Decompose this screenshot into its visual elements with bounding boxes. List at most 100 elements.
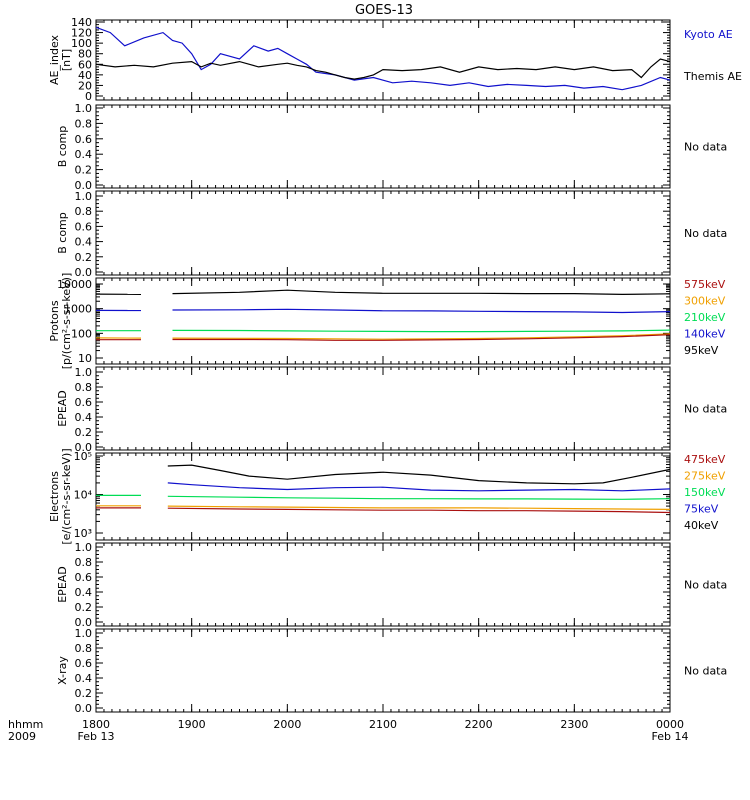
y-tick-label: 0.4 — [75, 586, 93, 599]
legend-40kev: 40keV — [684, 519, 719, 532]
y-tick-label: 10000 — [57, 278, 92, 291]
data-gap — [141, 454, 168, 539]
y-tick-label: 10 — [78, 352, 92, 365]
y-tick-label: 1000 — [64, 303, 92, 316]
y-axis-label-units: [p/(cm²-s-sr-keV)] — [60, 273, 73, 370]
series-line-40kev — [167, 464, 671, 485]
y-tick-label: 0.2 — [75, 164, 93, 177]
y-tick-label: 10⁴ — [74, 489, 93, 502]
series-line-150kev — [167, 495, 671, 500]
y-tick-label: 1.0 — [75, 102, 93, 115]
y-tick-label: 0.2 — [75, 687, 93, 700]
no-data-label: No data — [684, 579, 727, 592]
series-line-95kev — [172, 289, 671, 296]
legend-150kev: 150keV — [684, 486, 726, 499]
y-tick-label: 0.2 — [75, 426, 93, 439]
panel-8: 0.0 0.2 0.4 0.6 0.8 1.0 X-ray No data — [56, 627, 727, 715]
panel-frame — [95, 190, 671, 276]
legend-300kev: 300keV — [684, 295, 726, 308]
y-tick-label: 0.0 — [75, 616, 93, 629]
panel-frame — [95, 104, 671, 189]
panel-frame — [95, 366, 671, 451]
y-axis-label: Electrons — [48, 471, 61, 522]
legend-575kev: 575keV — [684, 278, 726, 291]
time-axis-corner-label: hhmm — [8, 718, 43, 731]
y-tick-label: 0.0 — [75, 179, 93, 192]
x-tick-label: 2100 — [369, 718, 397, 731]
y-tick-label: 60 — [78, 58, 92, 71]
y-tick-label: 0.4 — [75, 672, 93, 685]
y-tick-label: 100 — [71, 327, 92, 340]
y-tick-label: 0.2 — [75, 601, 93, 614]
panel-frame — [95, 277, 671, 365]
y-tick-label: 1.0 — [75, 366, 93, 379]
y-axis-label: B comp — [56, 212, 69, 254]
y-tick-label: 0.8 — [75, 205, 93, 218]
y-tick-label: 100 — [71, 37, 92, 50]
y-tick-label: 0.6 — [75, 657, 93, 670]
legend-95kev: 95keV — [684, 344, 719, 357]
panel-3: 0.0 0.2 0.4 0.6 0.8 1.0 B comp No data — [56, 190, 727, 279]
no-data-label: No data — [684, 227, 727, 240]
x-tick-label: 2300 — [560, 718, 588, 731]
y-axis-label: X-ray — [56, 656, 69, 685]
series-line-575kev — [172, 334, 671, 341]
x-tick-label: 2000 — [273, 718, 301, 731]
series-line-themis-ae — [95, 58, 671, 80]
series-line-300kev — [172, 333, 671, 340]
legend-210kev: 210keV — [684, 311, 726, 324]
x-tick-label: 1800 — [82, 718, 110, 731]
y-tick-label: 0.8 — [75, 642, 93, 655]
x-tick-label: 2200 — [465, 718, 493, 731]
figure-title: GOES-13 — [355, 3, 413, 18]
y-axis-label: EPEAD — [56, 566, 69, 603]
legend-themis-ae: Themis AE — [683, 70, 742, 83]
y-tick-label: 0.8 — [75, 117, 93, 130]
panel-2: 0.0 0.2 0.4 0.6 0.8 1.0 B comp No data — [56, 102, 727, 192]
y-tick-label: 0.0 — [75, 441, 93, 454]
y-tick-label: 0 — [85, 90, 92, 103]
y-tick-label: 0.4 — [75, 236, 93, 249]
legend-75kev: 75keV — [684, 503, 719, 516]
series-line-475kev — [167, 507, 671, 514]
y-tick-label: 0.2 — [75, 251, 93, 264]
y-tick-label: 0.0 — [75, 702, 93, 715]
series-line-210kev — [172, 329, 671, 333]
y-axis-label-units: [e/(cm²-s-sr-keV)] — [60, 448, 73, 544]
x-tick-label: 0000 — [656, 718, 684, 731]
x-tick-label: 1900 — [178, 718, 206, 731]
y-tick-label: 80 — [78, 48, 92, 61]
y-tick-label: 0.6 — [75, 396, 93, 409]
series-line-kyoto-ae — [95, 26, 671, 91]
y-tick-label: 20 — [78, 79, 92, 92]
time-axis-corner-year: 2009 — [8, 730, 36, 743]
y-tick-label: 0.6 — [75, 571, 93, 584]
y-tick-label: 0.8 — [75, 381, 93, 394]
y-axis-label-units: [nT] — [60, 49, 73, 71]
series-line-75kev — [167, 482, 671, 492]
legend-275kev: 275keV — [684, 470, 726, 483]
time-axis: hhmm 2009 Feb 13 Feb 14 1800 1900 2000 2100… — [8, 718, 688, 743]
y-axis-label: Protons — [48, 300, 61, 341]
legend-140kev: 140keV — [684, 328, 726, 341]
legend-475kev: 475keV — [684, 453, 726, 466]
no-data-label: No data — [684, 141, 727, 154]
y-axis-label: AE_index — [48, 34, 61, 85]
y-axis-label: EPEAD — [56, 390, 69, 427]
no-data-label: No data — [684, 403, 727, 416]
panel-6: 10³ 10⁴ 10⁵ Electrons [e/(cm²-s-sr-keV)] 475k… — [48, 448, 726, 544]
y-tick-label: 40 — [78, 69, 92, 82]
y-tick-label: 1.0 — [75, 627, 93, 640]
data-gap — [141, 279, 173, 363]
time-axis-start-date: Feb 13 — [78, 730, 115, 743]
y-tick-label: 0.4 — [75, 411, 93, 424]
panel-7: 0.0 0.2 0.4 0.6 0.8 1.0 EPEAD No data — [56, 541, 727, 629]
y-tick-label: 10⁵ — [74, 450, 92, 463]
y-tick-label: 0.0 — [75, 266, 93, 279]
y-tick-label: 0.6 — [75, 133, 93, 146]
y-tick-label: 0.4 — [75, 148, 93, 161]
y-axis-label: B comp — [56, 126, 69, 168]
